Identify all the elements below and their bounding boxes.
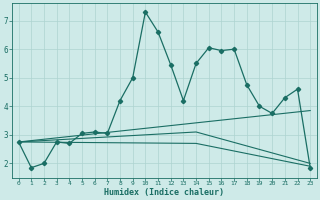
X-axis label: Humidex (Indice chaleur): Humidex (Indice chaleur)	[104, 188, 224, 197]
